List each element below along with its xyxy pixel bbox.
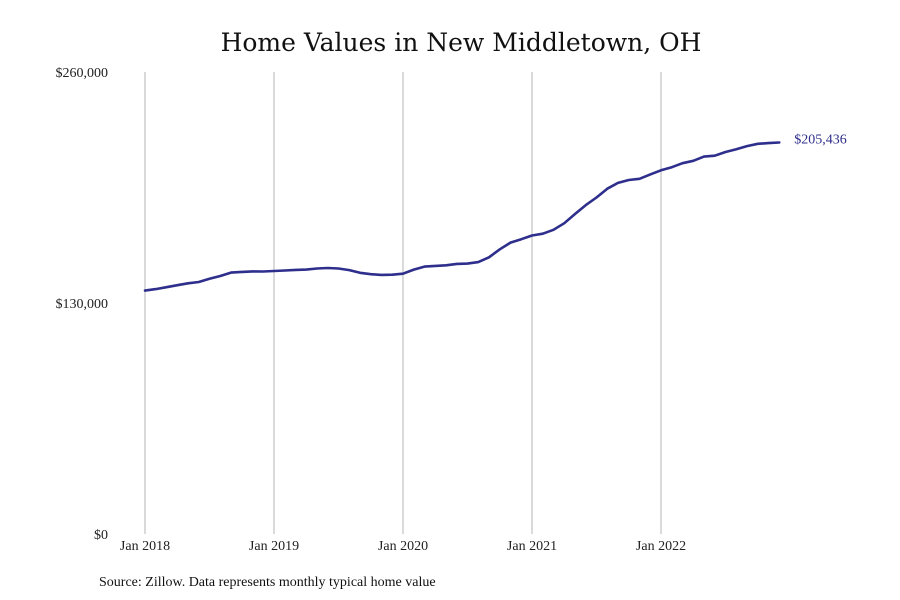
x-tick-label: Jan 2019: [249, 539, 299, 554]
x-tick-label: Jan 2021: [507, 539, 557, 554]
y-tick-label: $260,000: [56, 66, 109, 81]
chart-title: Home Values in New Middletown, OH: [221, 28, 702, 57]
x-tick-label: Jan 2022: [636, 539, 686, 554]
x-axis: Jan 2018 Jan 2019 Jan 2020 Jan 2021 Jan 2022: [120, 539, 686, 554]
source-note: Source: Zillow. Data represents monthly …: [99, 575, 436, 590]
y-tick-label: $0: [94, 528, 108, 543]
x-tick-label: Jan 2018: [120, 539, 170, 554]
grid-layer: [144, 72, 662, 534]
y-axis: $0 $130,000 $260,000: [56, 66, 109, 543]
series-end-label: $205,436: [794, 133, 847, 148]
series-layer: $205,436: [143, 133, 847, 292]
x-tick-label: Jan 2020: [378, 539, 428, 554]
series-line: [143, 141, 781, 292]
y-tick-label: $130,000: [56, 297, 109, 312]
